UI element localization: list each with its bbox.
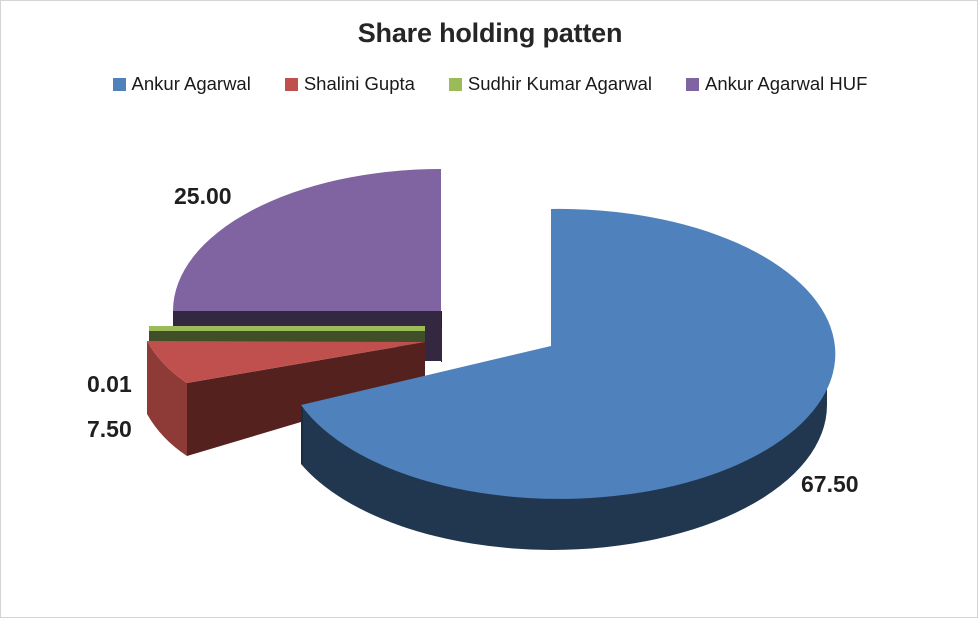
pie-slice-green-top (149, 326, 425, 331)
legend-item-label: Ankur Agarwal HUF (704, 73, 868, 94)
data-label-shalini-gupta: 7.50 (87, 416, 132, 442)
legend-swatch-icon (284, 77, 298, 91)
pie-slice-blue-top (301, 208, 836, 499)
pie-slice-red-top (147, 341, 425, 383)
pie-slice-blue-side-edge (301, 405, 303, 464)
legend-swatch-icon (112, 77, 126, 91)
legend-item-ankur-agarwal-huf[interactable]: Ankur Agarwal HUF (685, 73, 868, 95)
pie-slice-blue-side-arc (301, 346, 827, 550)
pie-slice-red-side-arc (147, 341, 187, 456)
legend-item-label: Sudhir Kumar Agarwal (467, 73, 652, 94)
pie-slice-red-side-front (187, 342, 425, 456)
data-label-ankur-agarwal: 67.50 (801, 471, 859, 497)
pie-slice-purple-side-left (173, 311, 441, 328)
chart-title: Share holding patten (357, 18, 623, 48)
pie-slice-shalini-gupta[interactable] (147, 341, 425, 456)
pie-slice-purple-top (173, 169, 441, 311)
pie-slice-ankur-agarwal[interactable] (301, 208, 836, 550)
legend-item-label: Ankur Agarwal (131, 73, 251, 94)
legend-item-shalini-gupta[interactable]: Shalini Gupta (284, 73, 415, 95)
legend-swatch-icon (448, 77, 462, 91)
legend-item-label: Shalini Gupta (303, 73, 415, 94)
legend-item-ankur-agarwal[interactable]: Ankur Agarwal (112, 73, 251, 95)
chart-legend: Ankur Agarwal Shalini Gupta Sudhir Kumar… (1, 73, 977, 95)
pie-slice-sudhir-kumar-agarwal[interactable] (149, 326, 425, 345)
legend-swatch-icon (685, 77, 699, 91)
legend-item-sudhir-kumar-agarwal[interactable]: Sudhir Kumar Agarwal (448, 73, 652, 95)
data-label-sudhir-kumar-agarwal: 0.01 (87, 371, 132, 397)
data-label-ankur-agarwal-huf: 25.00 (174, 183, 232, 209)
